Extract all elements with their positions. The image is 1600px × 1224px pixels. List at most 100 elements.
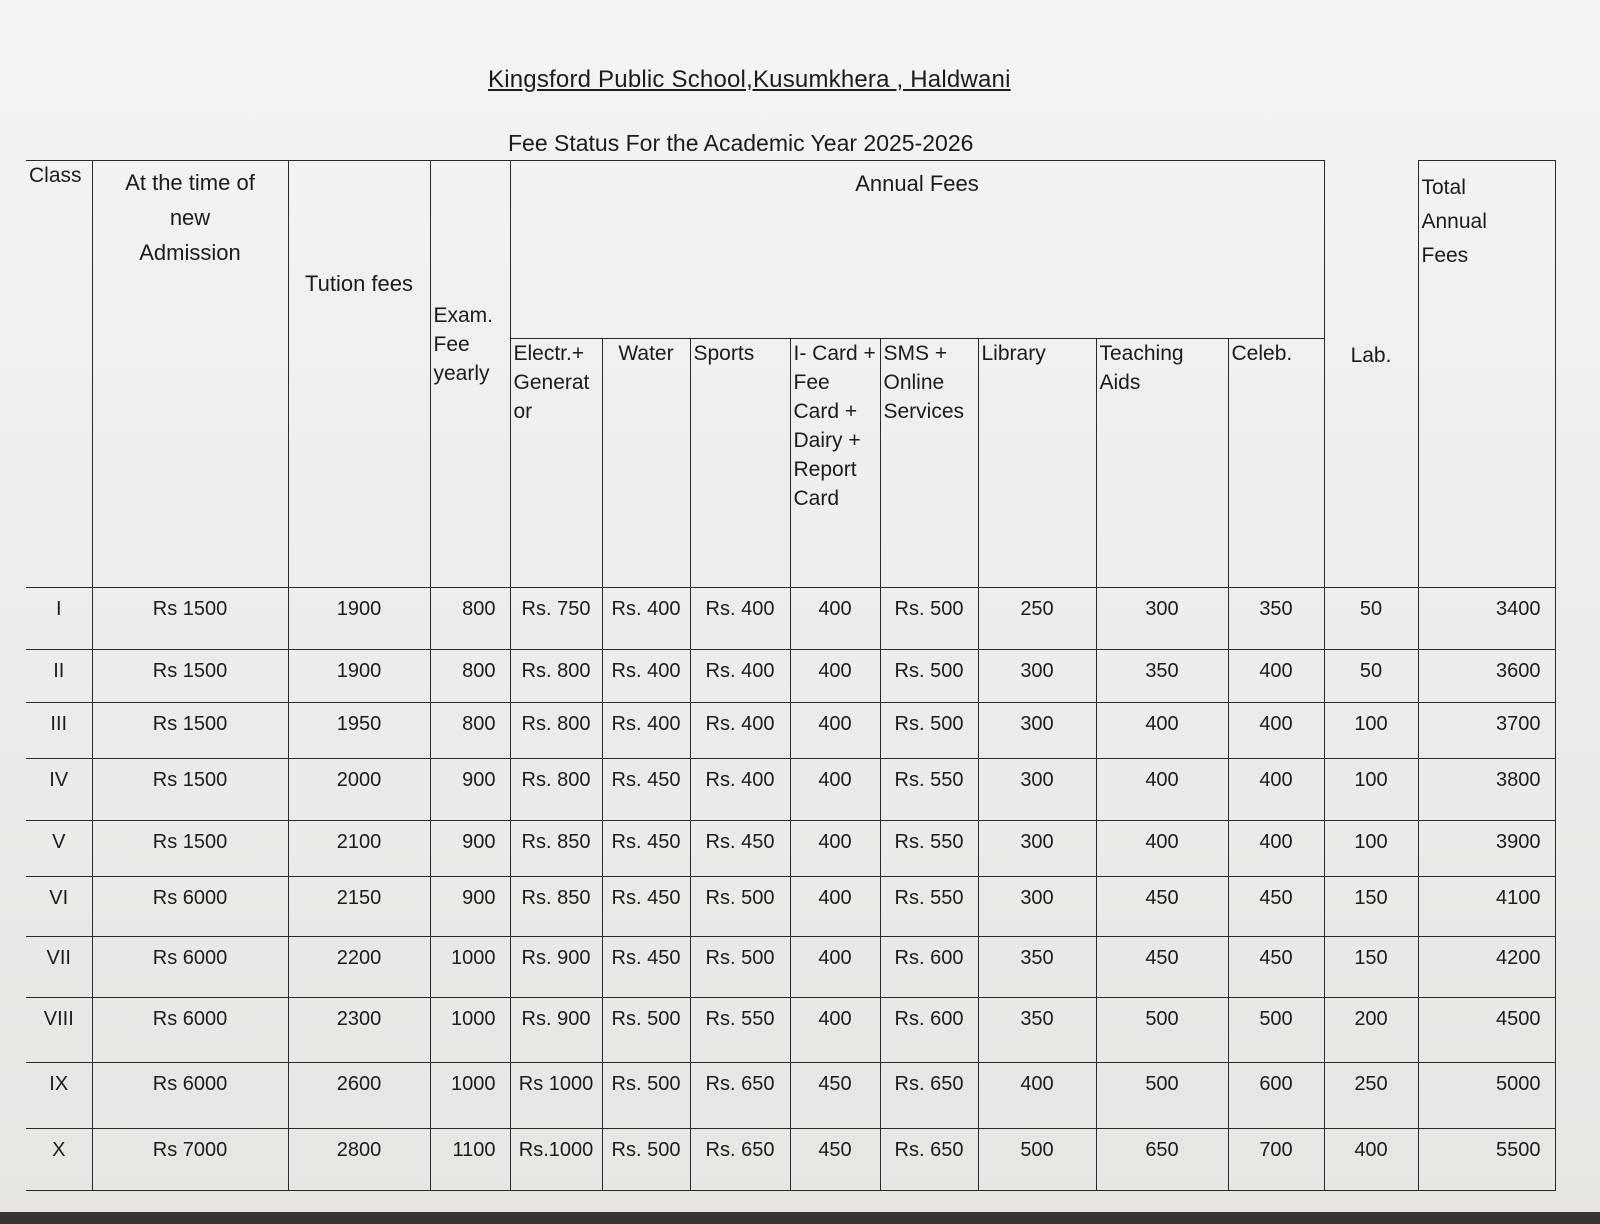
table-row: IV Rs 1500 2000 900 Rs. 800 Rs. 450 Rs. 400 400… [26, 758, 1556, 821]
cell-tuition: 2800 [287, 1128, 431, 1191]
header-annual-fees: Annual Fees [509, 160, 1325, 339]
cell-library: 300 [977, 876, 1097, 937]
cell-class: X [26, 1128, 93, 1191]
table-row: IX Rs 6000 2600 1000 Rs 1000 Rs. 500 Rs. 650 45… [26, 1062, 1556, 1129]
cell-total: 3900 [1417, 820, 1556, 877]
cell-total: 5500 [1417, 1128, 1556, 1191]
cell-teaching-aids: 650 [1095, 1128, 1229, 1191]
cell-tuition: 2000 [287, 758, 431, 821]
cell-tuition: 2300 [287, 997, 431, 1063]
cell-tuition: 2200 [287, 936, 431, 998]
cell-exam: 1000 [429, 936, 511, 998]
cell-celeb: 700 [1227, 1128, 1325, 1191]
header-tuition: Tution fees [287, 160, 431, 588]
cell-class: V [26, 820, 93, 877]
cell-admission: Rs 6000 [91, 936, 289, 998]
header-water: Water [601, 338, 691, 588]
cell-water: Rs. 500 [601, 1128, 691, 1191]
cell-lab: 200 [1323, 997, 1419, 1063]
cell-sports: Rs. 650 [689, 1128, 791, 1191]
cell-teaching-aids: 350 [1095, 649, 1229, 703]
cell-water: Rs. 400 [601, 702, 691, 759]
cell-lab: 250 [1323, 1062, 1419, 1129]
cell-sms: Rs. 500 [879, 702, 979, 759]
table-row: VIII Rs 6000 2300 1000 Rs. 900 Rs. 500 Rs. 550… [26, 997, 1556, 1063]
cell-sports: Rs. 450 [689, 820, 791, 877]
cell-library: 350 [977, 936, 1097, 998]
cell-water: Rs. 450 [601, 820, 691, 877]
cell-exam: 1000 [429, 1062, 511, 1129]
cell-tuition: 1950 [287, 702, 431, 759]
cell-electricity: Rs. 800 [509, 649, 603, 703]
table-row: V Rs 1500 2100 900 Rs. 850 Rs. 450 Rs. 450 400 R… [26, 820, 1556, 877]
cell-water: Rs. 500 [601, 997, 691, 1063]
cell-tuition: 2100 [287, 820, 431, 877]
cell-total: 3400 [1417, 587, 1556, 650]
cell-sms: Rs. 550 [879, 876, 979, 937]
cell-celeb: 450 [1227, 936, 1325, 998]
school-title: Kingsford Public School,Kusumkhera , Hal… [488, 66, 1011, 93]
cell-sms: Rs. 550 [879, 758, 979, 821]
cell-teaching-aids: 400 [1095, 820, 1229, 877]
cell-total: 3600 [1417, 649, 1556, 703]
cell-electricity: Rs. 900 [509, 997, 603, 1063]
cell-celeb: 600 [1227, 1062, 1325, 1129]
cell-lab: 100 [1323, 702, 1419, 759]
cell-sms: Rs. 500 [879, 649, 979, 703]
cell-icard: 400 [789, 997, 881, 1063]
cell-sports: Rs. 400 [689, 587, 791, 650]
cell-library: 300 [977, 649, 1097, 703]
cell-class: VIII [26, 997, 93, 1063]
cell-admission: Rs 6000 [91, 876, 289, 937]
cell-celeb: 500 [1227, 997, 1325, 1063]
table-row: VI Rs 6000 2150 900 Rs. 850 Rs. 450 Rs. 500 400… [26, 876, 1556, 937]
cell-admission: Rs 1500 [91, 649, 289, 703]
cell-teaching-aids: 450 [1095, 936, 1229, 998]
cell-lab: 150 [1323, 936, 1419, 998]
cell-sports: Rs. 500 [689, 876, 791, 937]
cell-electricity: Rs. 800 [509, 702, 603, 759]
cell-icard: 450 [789, 1062, 881, 1129]
cell-teaching-aids: 450 [1095, 876, 1229, 937]
cell-total: 4500 [1417, 997, 1556, 1063]
cell-tuition: 2600 [287, 1062, 431, 1129]
cell-teaching-aids: 500 [1095, 997, 1229, 1063]
cell-celeb: 400 [1227, 820, 1325, 877]
cell-library: 400 [977, 1062, 1097, 1129]
cell-library: 300 [977, 702, 1097, 759]
cell-lab: 100 [1323, 820, 1419, 877]
cell-class: VI [26, 876, 93, 937]
header-total: Total Annual Fees [1417, 160, 1556, 588]
cell-total: 4100 [1417, 876, 1556, 937]
cell-electricity: Rs. 850 [509, 820, 603, 877]
cell-library: 300 [977, 820, 1097, 877]
cell-sms: Rs. 500 [879, 587, 979, 650]
header-admission: At the time of new Admission [91, 160, 289, 588]
table-row: X Rs 7000 2800 1100 Rs.1000 Rs. 500 Rs. 650 450… [26, 1128, 1556, 1191]
table-row: VII Rs 6000 2200 1000 Rs. 900 Rs. 450 Rs. 500 4… [26, 936, 1556, 998]
cell-class: II [26, 649, 93, 703]
cell-class: IX [26, 1062, 93, 1129]
cell-electricity: Rs 1000 [509, 1062, 603, 1129]
cell-lab: 50 [1323, 649, 1419, 703]
header-teaching-aids: Teaching Aids [1095, 338, 1229, 588]
cell-sports: Rs. 500 [689, 936, 791, 998]
cell-library: 250 [977, 587, 1097, 650]
cell-celeb: 400 [1227, 649, 1325, 703]
cell-sports: Rs. 400 [689, 649, 791, 703]
cell-exam: 1100 [429, 1128, 511, 1191]
cell-icard: 400 [789, 876, 881, 937]
cell-icard: 450 [789, 1128, 881, 1191]
cell-exam: 900 [429, 876, 511, 937]
cell-icard: 400 [789, 587, 881, 650]
cell-admission: Rs 6000 [91, 1062, 289, 1129]
header-sports: Sports [689, 338, 791, 588]
cell-sports: Rs. 400 [689, 758, 791, 821]
cell-library: 350 [977, 997, 1097, 1063]
cell-sms: Rs. 650 [879, 1128, 979, 1191]
cell-icard: 400 [789, 820, 881, 877]
cell-exam: 800 [429, 649, 511, 703]
cell-admission: Rs 1500 [91, 758, 289, 821]
table-row: III Rs 1500 1950 800 Rs. 800 Rs. 400 Rs. 400 40… [26, 702, 1556, 759]
